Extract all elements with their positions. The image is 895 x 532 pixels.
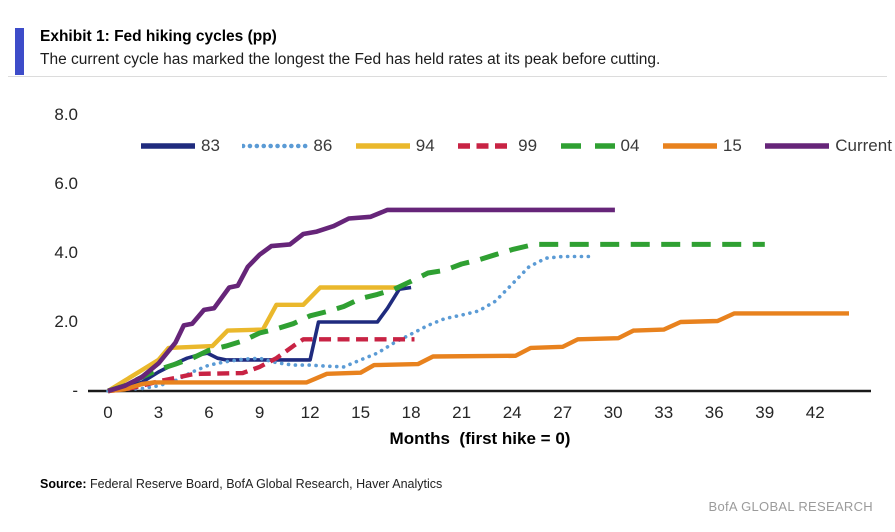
legend-swatch-04	[560, 143, 615, 149]
series-line-15	[107, 311, 849, 394]
x-tick-label: 18	[401, 403, 421, 422]
x-tick-label: 36	[704, 403, 724, 422]
x-tick-label: 6	[204, 403, 214, 422]
series-line-94	[106, 285, 400, 393]
series-line-99	[107, 337, 415, 394]
legend-label: 94	[415, 136, 435, 155]
exhibit-title: Exhibit 1: Fed hiking cycles (pp)	[40, 28, 277, 45]
legend-label: 04	[620, 136, 640, 155]
legend-label: 15	[722, 136, 742, 155]
legend-label: 83	[201, 136, 220, 155]
legend-label: 99	[518, 136, 538, 155]
y-tick-label: 6.0	[54, 174, 78, 193]
legend-swatch-15	[662, 143, 717, 149]
source-line: Source: Federal Reserve Board, BofA Glob…	[40, 477, 442, 491]
source-text: Federal Reserve Board, BofA Global Resea…	[86, 477, 443, 491]
legend-label: Current	[835, 136, 892, 155]
legend-item-04: 04	[560, 136, 640, 156]
legend-item-Current: Current	[764, 136, 892, 156]
legend-swatch-94	[355, 143, 410, 149]
x-tick-label: 9	[254, 403, 265, 422]
legend-swatch-99	[458, 143, 513, 149]
legend-item-86: 86	[242, 136, 332, 156]
x-tick-label: 33	[654, 403, 674, 422]
x-tick-label: 21	[452, 403, 472, 422]
legend-swatch-Current	[765, 143, 830, 149]
x-tick-label: 0	[103, 403, 113, 422]
x-tick-label: 27	[553, 403, 573, 422]
x-axis-title: Months (first hike = 0)	[389, 429, 571, 448]
series-line-Current	[107, 207, 615, 394]
bofa-watermark: BofA GLOBAL RESEARCH	[708, 499, 873, 514]
x-tick-label: 12	[300, 403, 320, 422]
legend-item-99: 99	[457, 136, 537, 156]
exhibit-accent-bar	[15, 28, 24, 75]
y-tick-label: 8.0	[54, 105, 78, 124]
y-tick-label: -	[72, 381, 78, 400]
x-tick-label: 42	[805, 403, 825, 422]
series-line-04	[107, 241, 765, 394]
series-line-86	[106, 254, 592, 393]
legend-item-94: 94	[355, 136, 435, 156]
legend-label: 86	[313, 136, 333, 155]
x-tick-label: 3	[153, 403, 164, 422]
series-line-83	[107, 285, 412, 393]
header-divider	[8, 76, 887, 77]
exhibit-subtitle: The current cycle has marked the longest…	[40, 51, 661, 68]
legend-item-83: 83	[140, 136, 220, 156]
chart-legend: 83 86 94 99 04 15 Current	[140, 134, 892, 158]
x-tick-label: 24	[502, 403, 522, 422]
x-tick-label: 15	[351, 403, 371, 422]
x-tick-label: 30	[603, 403, 623, 422]
source-label: Source:	[40, 477, 87, 491]
y-tick-label: 2.0	[54, 312, 78, 331]
y-tick-label: 4.0	[54, 243, 78, 262]
legend-item-15: 15	[662, 136, 742, 156]
legend-swatch-83	[141, 143, 195, 149]
x-tick-label: 39	[755, 403, 775, 422]
legend-swatch-86	[242, 143, 309, 149]
